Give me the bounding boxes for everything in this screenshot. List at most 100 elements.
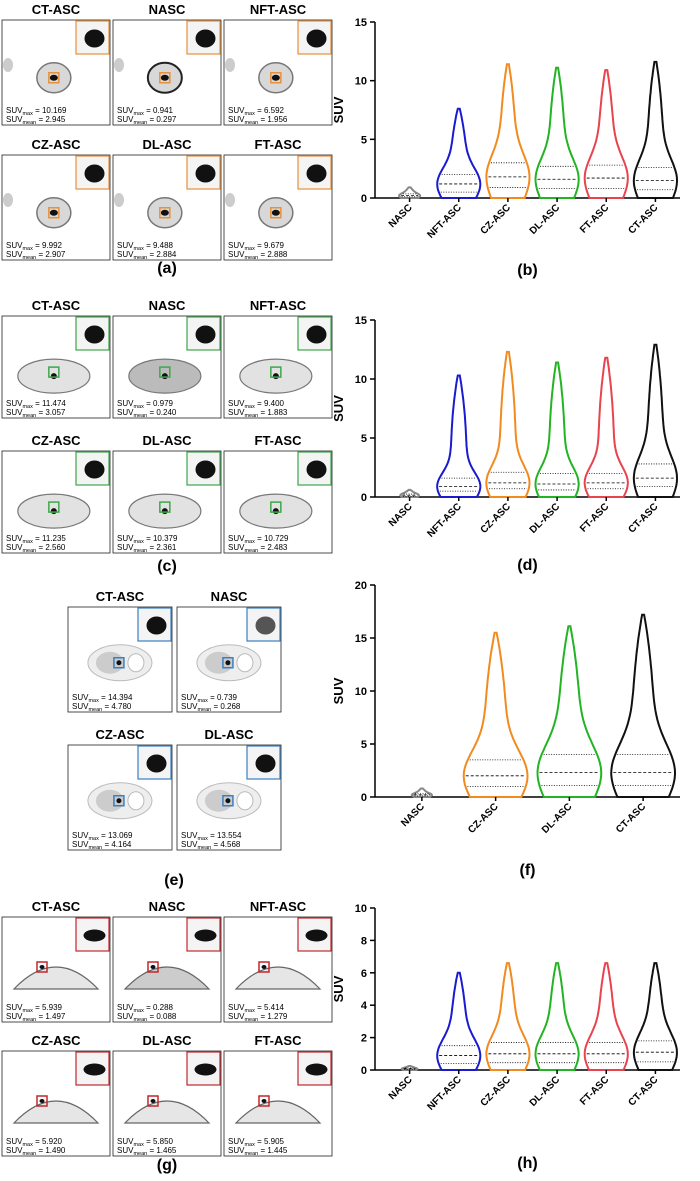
roi-box <box>159 207 171 219</box>
zoom-lesion <box>84 460 105 479</box>
zoom-lesion <box>194 929 217 942</box>
x-tick-label: CT-ASC <box>614 801 648 835</box>
y-tick-label: 0 <box>361 193 367 205</box>
violin <box>399 488 420 498</box>
lesion <box>225 660 231 666</box>
roi-box <box>222 795 234 807</box>
suv-text: SUVmax = 9.488 <box>117 241 174 252</box>
suv-text: SUVmean = 0.240 <box>117 408 177 419</box>
suv-equals: = <box>33 241 42 250</box>
suv-text: SUVmean = 1.490 <box>6 1146 66 1157</box>
suv-value: 5.850 <box>153 1137 174 1146</box>
roi-box <box>48 207 60 219</box>
lesion <box>39 965 45 969</box>
suv-text: SUVmax = 9.400 <box>228 399 285 410</box>
panel-title: CZ-ASC <box>95 727 145 742</box>
y-tick-label: 6 <box>361 968 367 980</box>
zoom-lesion <box>305 929 328 942</box>
suv-value: 13.554 <box>217 831 242 840</box>
suv-text: SUVmax = 5.939 <box>6 1003 63 1014</box>
y-tick-label: 5 <box>361 739 367 751</box>
suv-text: SUVmean = 1.445 <box>228 1146 288 1157</box>
suv-value: 1.465 <box>156 1146 177 1155</box>
suv-value: 3.057 <box>45 408 66 417</box>
violin <box>583 356 629 498</box>
roi-box <box>159 501 171 513</box>
suv-text: SUVmean = 1.465 <box>117 1146 177 1157</box>
suv-equals: = <box>255 1137 264 1146</box>
suv-equals: = <box>33 1003 42 1012</box>
lesion <box>160 74 169 81</box>
suv-value: 4.164 <box>111 840 132 849</box>
x-tick-label: NFT-ASC <box>425 202 463 240</box>
roi-box <box>113 657 125 669</box>
suv-text: SUVmax = 13.069 <box>72 831 133 842</box>
suv-text: SUVmax = 10.169 <box>6 106 67 117</box>
panel-label: (b) <box>517 262 537 279</box>
suv-value: 1.497 <box>45 1012 66 1021</box>
zoom-lesion <box>84 325 105 344</box>
violin <box>583 962 629 1071</box>
suv-subscript: max <box>133 1008 144 1014</box>
suv-equals: = <box>258 115 267 124</box>
organ <box>236 653 254 673</box>
panel-title: DL-ASC <box>142 137 192 152</box>
suv-equals: = <box>255 534 264 543</box>
suv-symbol: SUV <box>6 1146 23 1155</box>
y-tick-label: 10 <box>355 686 367 698</box>
suv-text: SUVmax = 6.592 <box>228 106 285 117</box>
suv-subscript: max <box>244 1008 255 1014</box>
x-tick-label: NFT-ASC <box>425 1074 463 1112</box>
suv-value: 9.400 <box>264 399 285 408</box>
suv-symbol: SUV <box>6 534 23 543</box>
pelvis <box>234 1100 322 1124</box>
zoom-lesion <box>306 325 327 344</box>
suv-subscript: mean <box>244 120 258 126</box>
lesion <box>39 1099 45 1103</box>
suv-value: 1.490 <box>45 1146 66 1155</box>
suv-symbol: SUV <box>228 408 245 417</box>
suv-value: 13.069 <box>108 831 133 840</box>
suv-value: 0.979 <box>153 399 174 408</box>
suv-text: SUVmax = 10.729 <box>228 534 289 545</box>
suv-value: 0.739 <box>217 693 238 702</box>
lesion <box>271 209 280 216</box>
roi-box <box>48 72 60 84</box>
suv-symbol: SUV <box>6 241 23 250</box>
x-tick-label: DL-ASC <box>540 801 574 835</box>
suv-value: 0.297 <box>156 115 177 124</box>
suv-symbol: SUV <box>228 534 245 543</box>
panel-label: (c) <box>157 558 177 575</box>
suv-symbol: SUV <box>228 399 245 408</box>
panel-label: (f) <box>520 862 536 879</box>
y-axis-label: SUV <box>331 96 346 123</box>
suv-subscript: max <box>22 1142 33 1148</box>
violin <box>534 962 580 1071</box>
suv-value: 5.920 <box>42 1137 63 1146</box>
suv-symbol: SUV <box>6 250 23 259</box>
roi-box <box>258 1095 270 1107</box>
pelvis <box>234 966 322 990</box>
suv-subscript: mean <box>133 1151 147 1157</box>
suv-text: SUVmax = 5.920 <box>6 1137 63 1148</box>
suv-equals: = <box>144 534 153 543</box>
suv-symbol: SUV <box>181 831 198 840</box>
suv-subscript: mean <box>244 1017 258 1023</box>
suv-symbol: SUV <box>72 831 89 840</box>
suv-equals: = <box>258 1012 267 1021</box>
suv-symbol: SUV <box>117 241 134 250</box>
suv-text: SUVmax = 0.979 <box>117 399 174 410</box>
suv-equals: = <box>258 250 267 259</box>
pelvis <box>12 1100 100 1124</box>
suv-subscript: mean <box>197 707 211 713</box>
suv-symbol: SUV <box>228 1146 245 1155</box>
suv-text: SUVmax = 0.739 <box>181 693 238 704</box>
panel-title: CT-ASC <box>96 589 145 604</box>
suv-equals: = <box>211 840 220 849</box>
suv-subscript: mean <box>22 1017 36 1023</box>
suv-subscript: mean <box>244 255 258 261</box>
y-tick-label: 15 <box>355 17 367 29</box>
suv-subscript: max <box>22 404 33 410</box>
panel-title: DL-ASC <box>204 727 254 742</box>
zoom-lesion <box>83 929 106 942</box>
